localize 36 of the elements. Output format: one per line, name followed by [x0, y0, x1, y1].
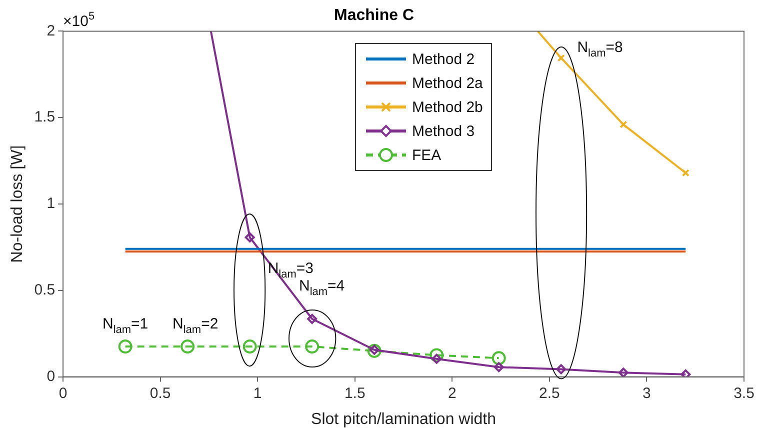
- point: [494, 362, 504, 372]
- y-axis-title: No-load loss [W]: [9, 145, 26, 263]
- x-tick-label: 3.5: [734, 384, 754, 402]
- point: [305, 340, 320, 354]
- point: [680, 369, 691, 377]
- y-tick-label: 0.5: [34, 282, 56, 299]
- legend-label: Method 3: [412, 122, 475, 140]
- point: [242, 340, 257, 354]
- x-tick-label: 0: [58, 384, 68, 402]
- x-tick-label: 2: [448, 384, 456, 402]
- point: [307, 314, 318, 324]
- point: [618, 368, 628, 377]
- y-tick-label: 2: [46, 22, 56, 40]
- x-tick-label: 3: [642, 384, 651, 402]
- point: [244, 232, 255, 242]
- y-tick-label: 0: [46, 368, 56, 385]
- x-tick-label: 2.5: [539, 384, 560, 402]
- point: [118, 340, 132, 354]
- point: [430, 348, 444, 362]
- point: [367, 344, 382, 358]
- legend-label: FEA: [412, 146, 442, 164]
- legend-label: Method 2b: [412, 98, 483, 116]
- x-axis-title: Slot pitch/lamination width: [311, 410, 496, 428]
- point: [492, 351, 506, 366]
- legend-label: Method 2: [412, 50, 475, 68]
- x-tick-label: 1.5: [344, 384, 366, 402]
- point: [556, 364, 566, 374]
- y-tick-label: 1.5: [34, 108, 56, 126]
- point: [180, 340, 195, 354]
- point: [620, 120, 628, 128]
- legend-label: Method 2a: [412, 74, 483, 92]
- chart-title: Machine C: [334, 7, 414, 24]
- x-tick-label: 1: [253, 384, 262, 402]
- y-tick-label: 1: [46, 195, 56, 212]
- point: [557, 54, 565, 62]
- x-tick-label: 0.5: [150, 384, 171, 402]
